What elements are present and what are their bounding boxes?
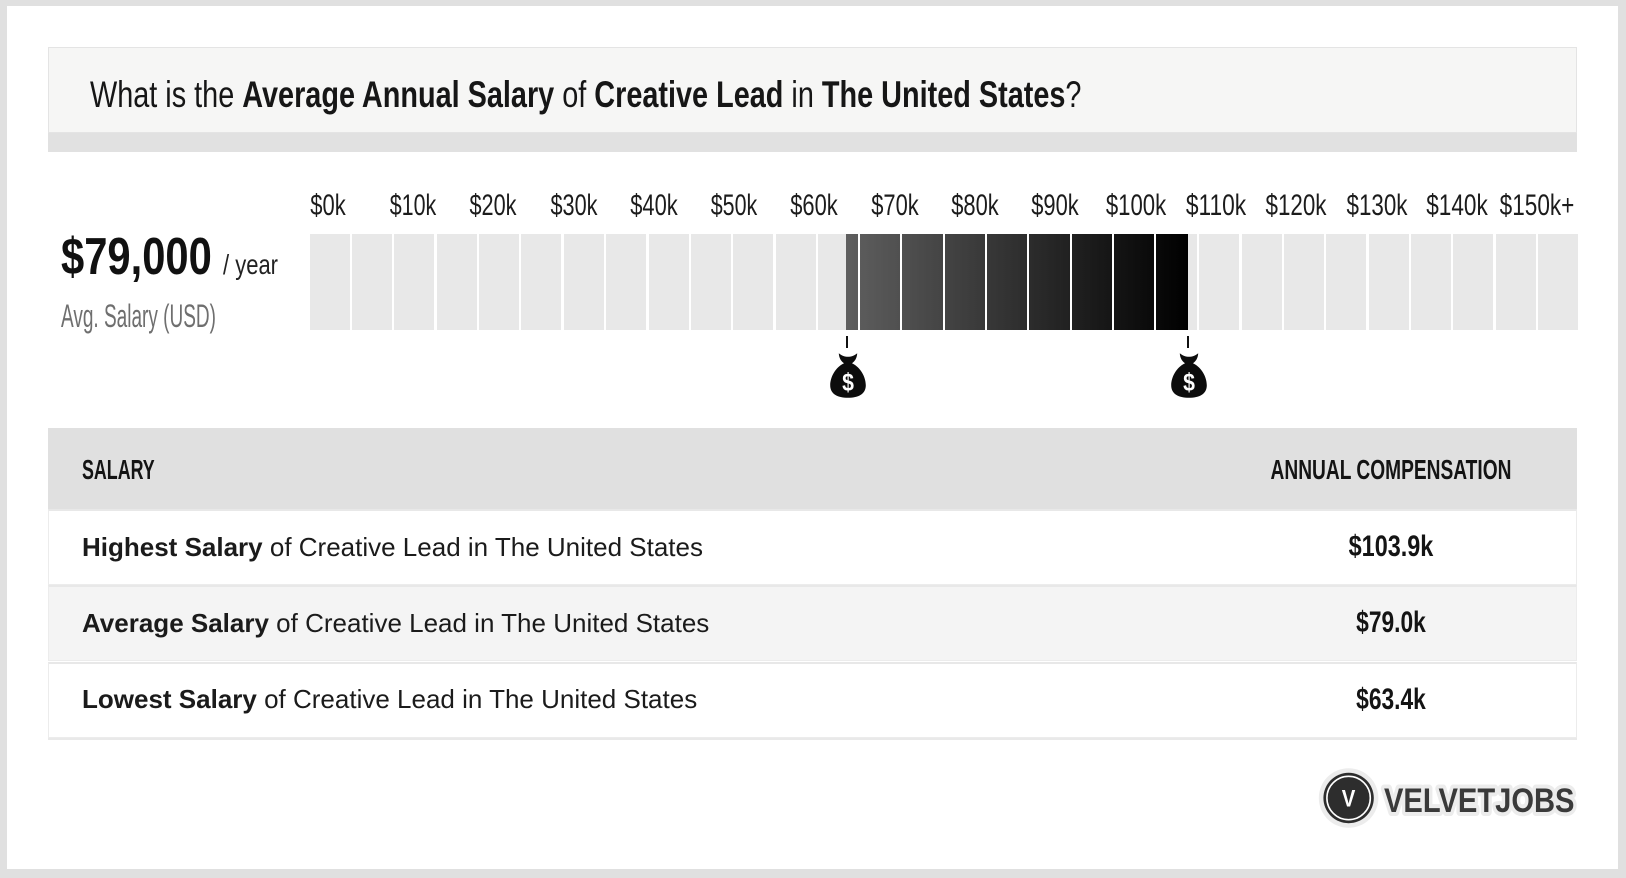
svg-text:V: V: [1342, 785, 1356, 812]
svg-text:VELVETJOBS: VELVETJOBS: [1384, 781, 1574, 820]
svg-text:$: $: [842, 368, 854, 396]
svg-text:$: $: [1183, 368, 1195, 396]
